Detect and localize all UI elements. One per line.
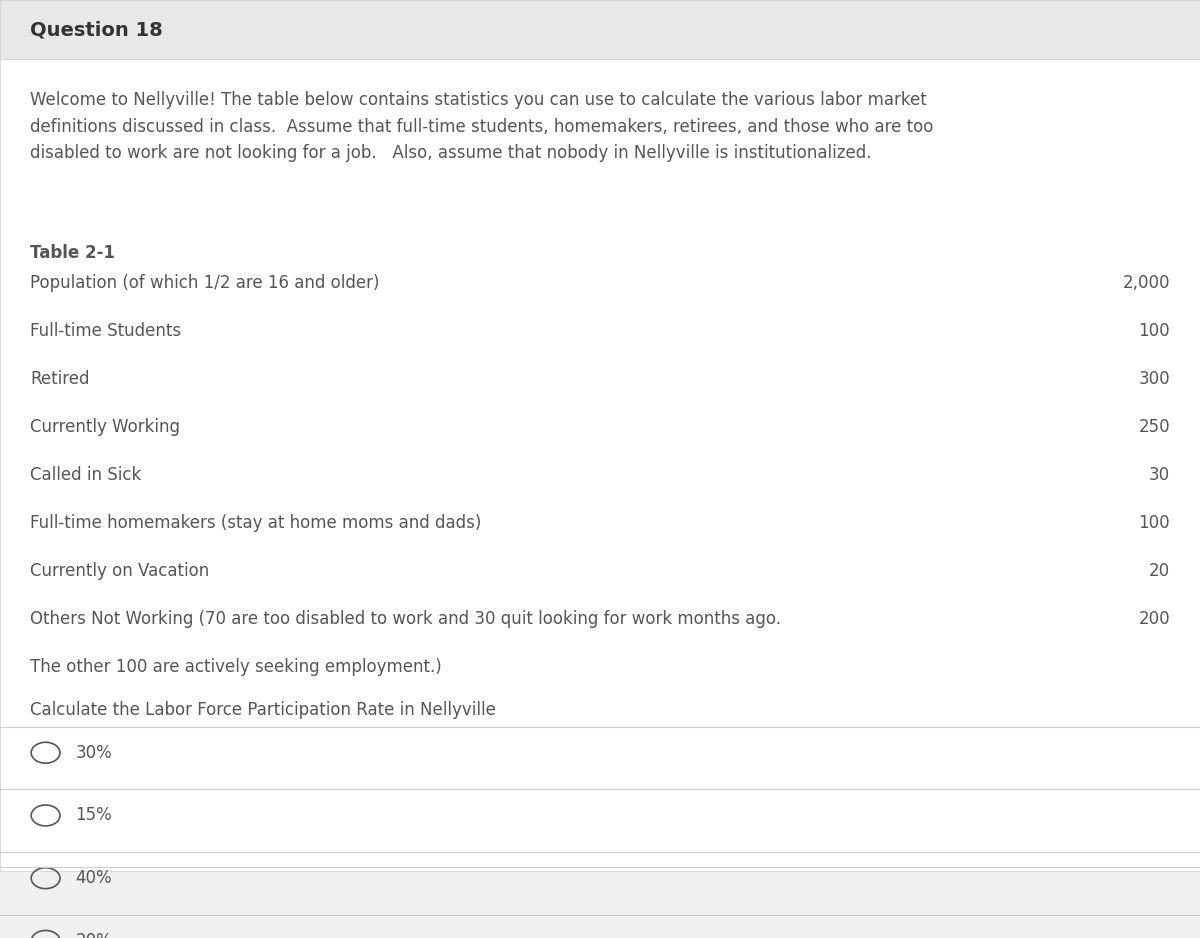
Text: 40%: 40% [76,870,113,887]
Text: 15%: 15% [76,807,113,825]
FancyBboxPatch shape [0,0,1200,59]
Text: 100: 100 [1139,514,1170,532]
Text: 300: 300 [1139,371,1170,388]
Text: Population (of which 1/2 are 16 and older): Population (of which 1/2 are 16 and olde… [30,275,379,293]
Text: Table 2-1: Table 2-1 [30,244,115,262]
Text: 100: 100 [1139,323,1170,340]
FancyBboxPatch shape [0,59,1200,871]
Text: 20%: 20% [76,932,113,938]
Text: 200: 200 [1139,610,1170,628]
Text: 2,000: 2,000 [1122,275,1170,293]
Text: The other 100 are actively seeking employment.): The other 100 are actively seeking emplo… [30,658,442,675]
Text: Welcome to Nellyville! The table below contains statistics you can use to calcul: Welcome to Nellyville! The table below c… [30,92,934,162]
Text: Full-time Students: Full-time Students [30,323,181,340]
Text: Others Not Working (70 are too disabled to work and 30 quit looking for work mon: Others Not Working (70 are too disabled … [30,610,781,628]
Text: Retired: Retired [30,371,90,388]
Text: Full-time homemakers (stay at home moms and dads): Full-time homemakers (stay at home moms … [30,514,481,532]
Text: Currently on Vacation: Currently on Vacation [30,562,209,580]
Text: Calculate the Labor Force Participation Rate in Nellyville: Calculate the Labor Force Participation … [30,702,496,719]
Text: 30: 30 [1148,466,1170,484]
Text: Currently Working: Currently Working [30,418,180,436]
Text: Question 18: Question 18 [30,20,163,39]
Text: Called in Sick: Called in Sick [30,466,142,484]
Text: 30%: 30% [76,744,113,762]
Text: 20: 20 [1148,562,1170,580]
Text: 250: 250 [1139,418,1170,436]
